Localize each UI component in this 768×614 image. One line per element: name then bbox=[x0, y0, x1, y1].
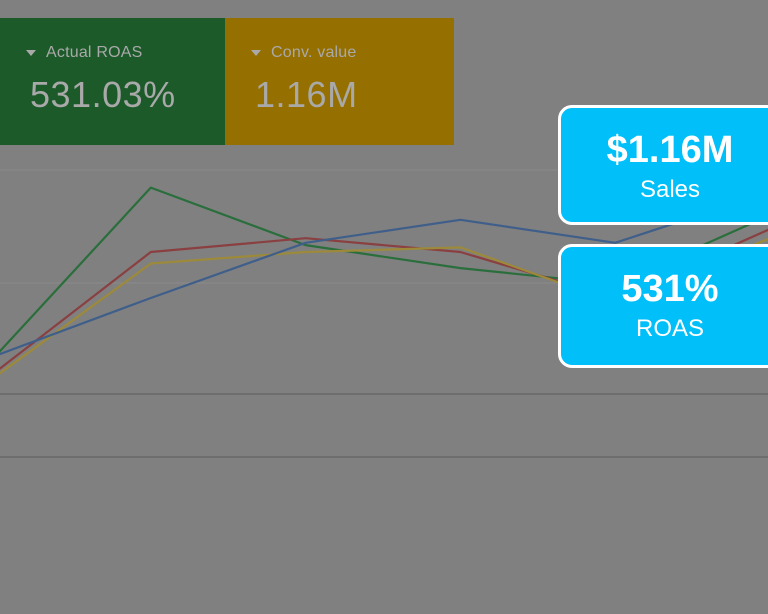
callout-roas: 531% ROAS bbox=[558, 244, 768, 368]
caret-down-icon bbox=[26, 50, 36, 56]
scorecard-actual-roas[interactable]: Actual ROAS 531.03% bbox=[0, 18, 225, 145]
scorecard-label-row: Conv. value bbox=[251, 44, 454, 62]
scorecard-label: Conv. value bbox=[271, 44, 357, 61]
caret-down-icon bbox=[251, 50, 261, 56]
scorecard-conv-value[interactable]: Conv. value 1.16M bbox=[225, 18, 454, 145]
callout-roas-label: ROAS bbox=[635, 315, 704, 342]
callout-roas-value: 531% bbox=[621, 268, 719, 310]
callout-sales-label: Sales bbox=[639, 176, 701, 203]
scorecard-label: Actual ROAS bbox=[46, 44, 143, 61]
callout-sales-value: $1.16M bbox=[606, 129, 734, 171]
series-line-3 bbox=[0, 191, 768, 356]
callout-sales: $1.16M Sales bbox=[558, 105, 768, 225]
scorecard-label-row: Actual ROAS bbox=[26, 44, 225, 62]
scorecard-value: 1.16M bbox=[255, 74, 358, 115]
scorecard-value: 531.03% bbox=[30, 74, 176, 115]
